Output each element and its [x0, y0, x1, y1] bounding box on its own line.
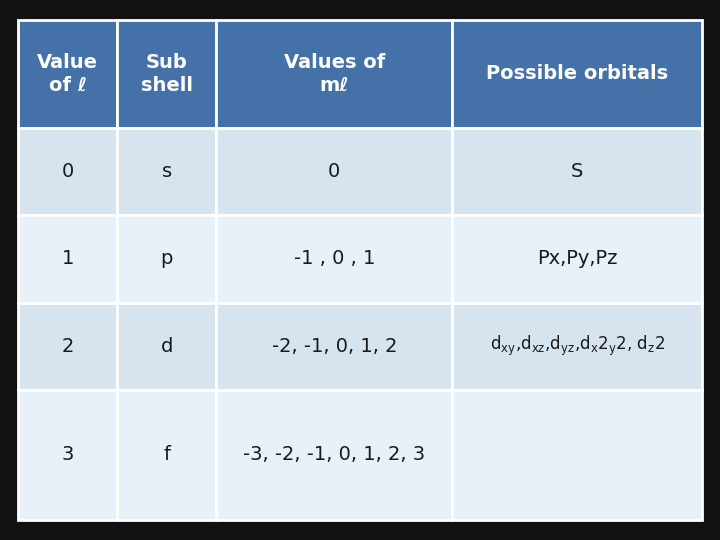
Text: 2: 2 [61, 337, 73, 356]
Text: Values of
mℓ: Values of mℓ [284, 53, 385, 94]
Text: d$_{\mathregular{xy}}$,d$_{\mathregular{xz}}$,d$_{\mathregular{yz}}$,d$_{\mathre: d$_{\mathregular{xy}}$,d$_{\mathregular{… [490, 334, 665, 359]
Bar [452, 20, 702, 127]
Bar [18, 390, 117, 520]
Text: 0: 0 [61, 162, 73, 181]
Bar [117, 390, 216, 520]
Text: 1: 1 [61, 249, 73, 268]
Bar [117, 20, 216, 127]
Bar [18, 20, 117, 127]
Text: 0: 0 [328, 162, 341, 181]
Text: Value
of ℓ: Value of ℓ [37, 53, 98, 94]
Bar [452, 302, 702, 390]
Text: 3: 3 [61, 446, 73, 464]
Bar [18, 215, 117, 302]
Text: S: S [571, 162, 583, 181]
Bar [117, 302, 216, 390]
Text: -1 , 0 , 1: -1 , 0 , 1 [294, 249, 375, 268]
Bar [216, 127, 452, 215]
Bar [216, 390, 452, 520]
Bar [216, 20, 452, 127]
Bar [452, 127, 702, 215]
Text: -2, -1, 0, 1, 2: -2, -1, 0, 1, 2 [271, 337, 397, 356]
Text: Possible orbitals: Possible orbitals [486, 64, 668, 83]
Bar [18, 302, 117, 390]
Bar [452, 390, 702, 520]
Text: p: p [161, 249, 173, 268]
Bar [18, 127, 117, 215]
Bar [117, 127, 216, 215]
Text: Sub
shell: Sub shell [141, 53, 193, 94]
Bar [216, 302, 452, 390]
Text: s: s [162, 162, 172, 181]
Bar [452, 215, 702, 302]
Text: Px,Py,Pz: Px,Py,Pz [537, 249, 618, 268]
Bar [216, 215, 452, 302]
Text: f: f [163, 446, 170, 464]
Text: d: d [161, 337, 173, 356]
Text: -3, -2, -1, 0, 1, 2, 3: -3, -2, -1, 0, 1, 2, 3 [243, 446, 426, 464]
Bar [117, 215, 216, 302]
